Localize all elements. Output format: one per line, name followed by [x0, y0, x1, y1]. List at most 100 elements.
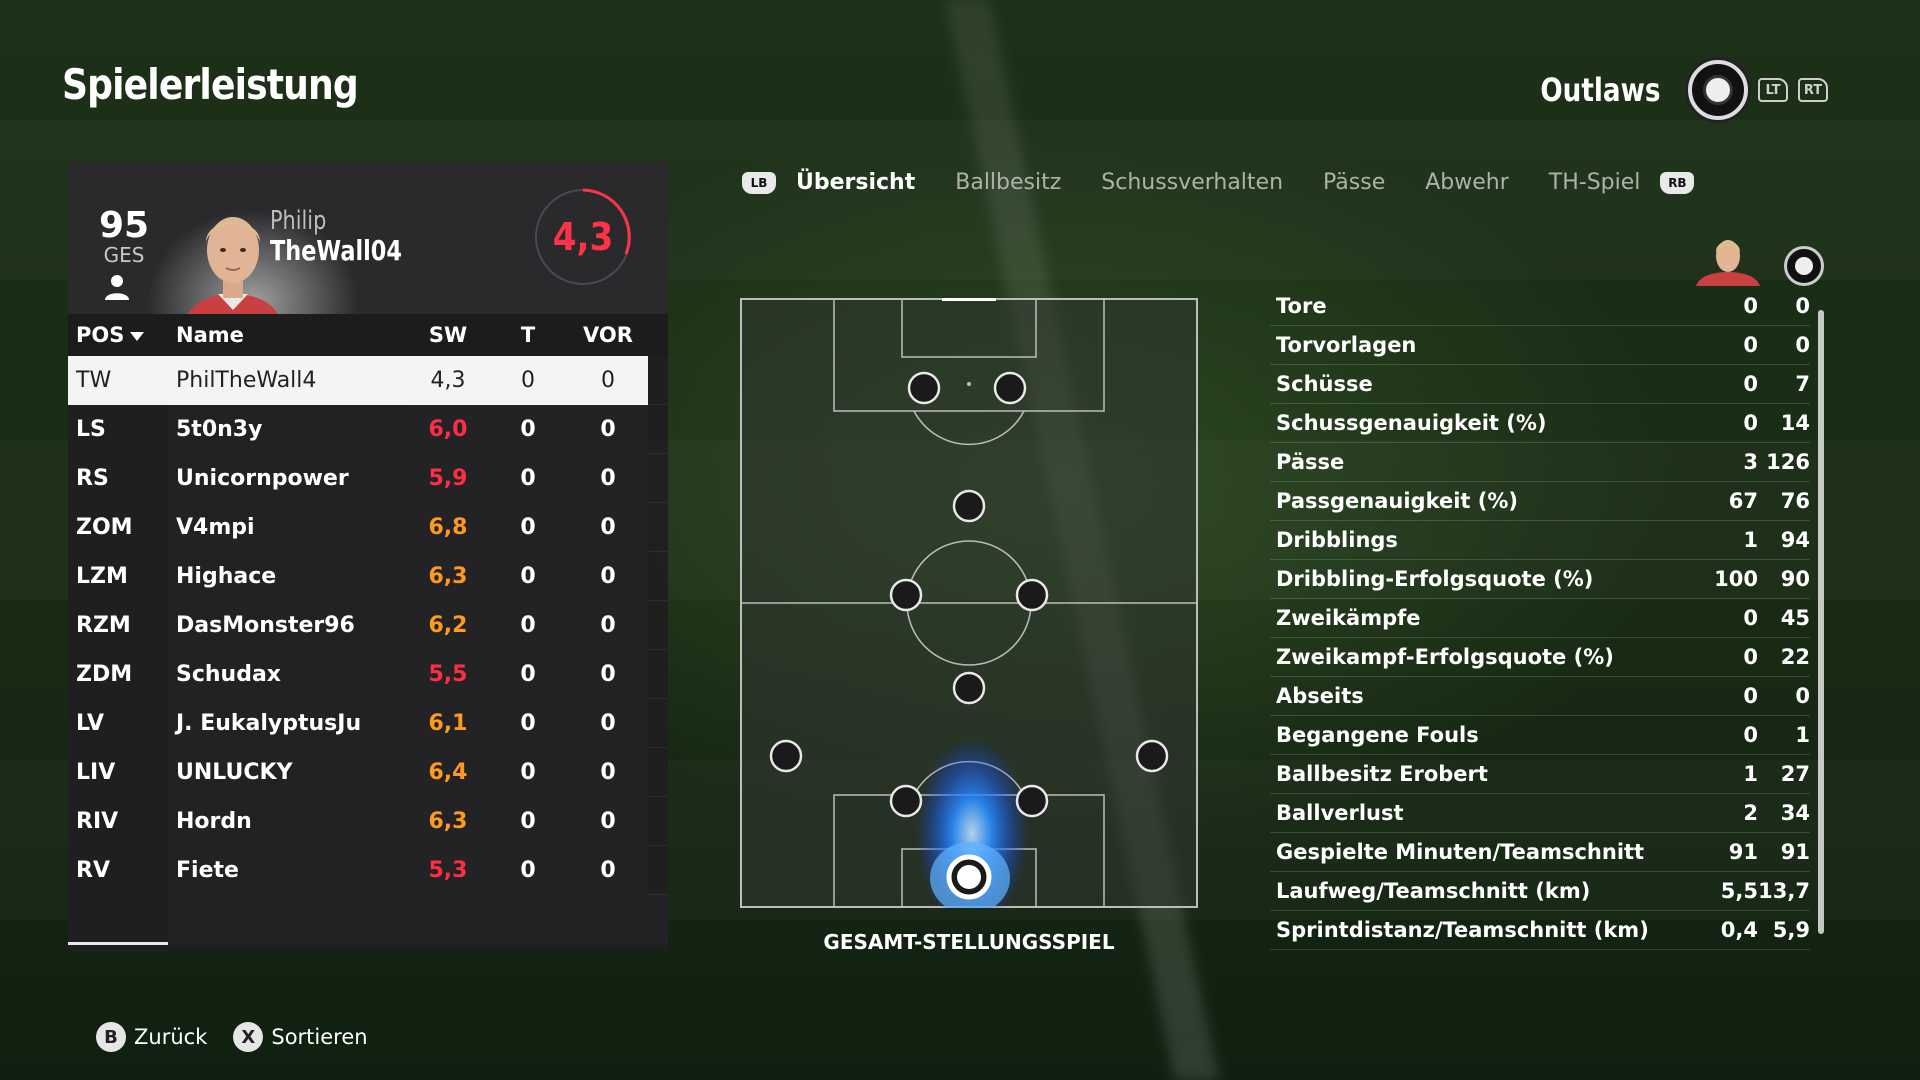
player-marker: [952, 671, 986, 705]
stat-team-value: 5,9: [1772, 918, 1810, 942]
table-row[interactable]: ZOM V4mpi 6,8 0 0: [68, 502, 668, 552]
player-avatar-small: [1696, 240, 1760, 286]
pitch-label: GESAMT-STELLUNGSSPIEL: [823, 930, 1115, 954]
row-rating: 6,4: [408, 747, 488, 797]
stat-player-value: 0: [1743, 411, 1758, 435]
table-row[interactable]: LIV UNLUCKY 6,4 0 0: [68, 747, 668, 797]
stat-team-value: 126: [1766, 450, 1810, 474]
player-marker: [1135, 739, 1169, 773]
tab-uebersicht[interactable]: Übersicht: [796, 170, 916, 195]
stats-table: Tore 0 0 Torvorlagen 0 0 Schüsse 0 7 Schussgen…: [1270, 287, 1810, 950]
player-first-name: Philip: [270, 206, 327, 236]
stat-row: Laufweg/Teamschnitt (km) 5,5 13,7: [1270, 872, 1810, 911]
player-marker: [769, 739, 803, 773]
button-hints: B Zurück X Sortieren: [96, 1022, 368, 1052]
lb-bumper-icon[interactable]: LB: [742, 171, 776, 194]
row-assists: 0: [568, 404, 648, 454]
row-rating: 6,8: [408, 502, 488, 552]
stat-player-value: 0: [1743, 333, 1758, 357]
row-name: Schudax: [168, 649, 408, 699]
header-vor[interactable]: VOR: [583, 323, 633, 347]
player-marker: [993, 371, 1027, 405]
sort-button[interactable]: X Sortieren: [233, 1022, 368, 1052]
table-row[interactable]: LZM Highace 6,3 0 0: [68, 551, 668, 601]
stat-row: Gespielte Minuten/Teamschnitt 91 91: [1270, 833, 1810, 872]
stat-label: Gespielte Minuten/Teamschnitt: [1276, 840, 1645, 864]
player-gamer-tag: TheWall04: [270, 234, 402, 267]
stat-label: Laufweg/Teamschnitt (km): [1276, 879, 1591, 903]
overall-label: GES: [103, 243, 145, 267]
row-rating: 6,3: [408, 551, 488, 601]
rating-ring: [535, 188, 631, 285]
row-rating: 6,1: [408, 698, 488, 748]
row-assists: 0: [568, 600, 648, 650]
stat-label: Schüsse: [1276, 372, 1373, 396]
stat-row: Ballverlust 2 34: [1270, 794, 1810, 833]
stat-player-value: 0: [1743, 723, 1758, 747]
table-row[interactable]: RZM DasMonster96 6,2 0 0: [68, 600, 668, 650]
row-rating: 5,5: [408, 649, 488, 699]
rb-bumper-icon[interactable]: RB: [1660, 171, 1695, 194]
stat-player-value: 0,4: [1720, 918, 1758, 942]
stat-row: Schussgenauigkeit (%) 0 14: [1270, 404, 1810, 443]
stat-player-value: 0: [1743, 294, 1758, 318]
row-name: Fiete: [168, 845, 408, 895]
row-goals: 0: [488, 502, 568, 552]
stat-team-value: 76: [1780, 489, 1810, 513]
row-assists: 0: [568, 649, 648, 699]
stat-row: Dribblings 1 94: [1270, 521, 1810, 560]
stat-row: Begangene Fouls 0 1: [1270, 716, 1810, 755]
stat-player-value: 0: [1743, 684, 1758, 708]
header-sw[interactable]: SW: [428, 323, 468, 347]
stat-row: Pässe 3 126: [1270, 443, 1810, 482]
table-row[interactable]: LS 5t0n3y 6,0 0 0: [68, 404, 668, 454]
table-row[interactable]: ZDM Schudax 5,5 0 0: [68, 649, 668, 699]
row-pos: ZDM: [68, 649, 168, 699]
row-rating: 6,3: [408, 796, 488, 846]
back-button[interactable]: B Zurück: [96, 1022, 207, 1052]
stat-label: Dribblings: [1276, 528, 1398, 552]
row-goals: 0: [488, 845, 568, 895]
stats-scrollbar[interactable]: [1818, 310, 1824, 934]
stat-row: Torvorlagen 0 0: [1270, 326, 1810, 365]
header-name[interactable]: Name: [176, 323, 244, 347]
tab-paesse[interactable]: Pässe: [1323, 170, 1386, 195]
table-row[interactable]: RIV Hordn 6,3 0 0: [68, 796, 668, 846]
stat-label: Abseits: [1276, 684, 1364, 708]
row-goals: 0: [488, 747, 568, 797]
table-row[interactable]: RS Unicornpower 5,9 0 0: [68, 453, 668, 503]
stat-team-value: 90: [1780, 567, 1810, 591]
header-t[interactable]: T: [520, 323, 536, 347]
row-goals: 0: [488, 551, 568, 601]
header-pos-label: POS: [76, 323, 125, 347]
row-assists: 0: [568, 747, 648, 797]
row-pos: LIV: [68, 747, 168, 797]
stat-player-value: 2: [1743, 801, 1758, 825]
lt-trigger-icon[interactable]: LT: [1758, 78, 1788, 102]
stat-label: Schussgenauigkeit (%): [1276, 411, 1547, 435]
header-pos[interactable]: POS: [68, 323, 168, 347]
tab-ballbesitz[interactable]: Ballbesitz: [955, 170, 1062, 195]
player-marker: [1015, 784, 1049, 818]
player-markers: [769, 371, 1169, 900]
stat-row: Dribbling-Erfolgsquote (%) 100 90: [1270, 560, 1810, 599]
row-pos: RIV: [68, 796, 168, 846]
stat-row: Schüsse 0 7: [1270, 365, 1810, 404]
rt-trigger-icon[interactable]: RT: [1798, 78, 1828, 102]
table-row[interactable]: RV Fiete 5,3 0 0: [68, 845, 668, 895]
tab-abwehr[interactable]: Abwehr: [1425, 170, 1509, 195]
stat-label: Passgenauigkeit (%): [1276, 489, 1519, 513]
row-name: Hordn: [168, 796, 408, 846]
tab-th-spiel[interactable]: TH-Spiel: [1548, 170, 1641, 195]
stat-team-value: 0: [1795, 294, 1810, 318]
table-row[interactable]: TW PhilTheWall4 4,3 0 0: [68, 355, 668, 405]
tab-schussverhalten[interactable]: Schussverhalten: [1101, 170, 1284, 195]
back-label: Zurück: [134, 1025, 208, 1049]
stat-team-value: 14: [1780, 411, 1810, 435]
row-pos: LV: [68, 698, 168, 748]
table-row[interactable]: LV J. EukalyptusJu 6,1 0 0: [68, 698, 668, 748]
category-tabs: LB Übersicht Ballbesitz Schussverhalten …: [742, 170, 1695, 195]
row-pos: RV: [68, 845, 168, 895]
stat-row: Zweikampf-Erfolgsquote (%) 0 22: [1270, 638, 1810, 677]
player-marker: [889, 578, 923, 612]
